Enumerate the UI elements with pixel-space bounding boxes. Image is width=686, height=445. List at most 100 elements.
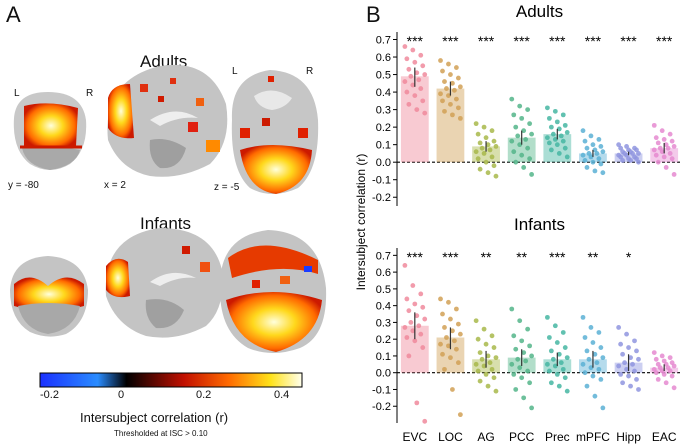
data-point — [450, 328, 455, 334]
data-point — [402, 44, 408, 49]
data-point — [634, 377, 639, 382]
data-point — [485, 142, 491, 148]
data-point — [661, 371, 667, 377]
axial-coordinate: z = -5 — [214, 182, 240, 193]
data-point — [562, 145, 568, 151]
data-point — [450, 80, 455, 86]
data-point — [453, 346, 459, 352]
data-point — [544, 314, 550, 320]
data-point — [450, 112, 455, 118]
data-point — [556, 126, 562, 132]
data-point — [523, 358, 529, 364]
data-point — [598, 144, 604, 149]
data-point — [483, 135, 489, 141]
data-point — [590, 159, 596, 165]
data-point — [653, 370, 659, 376]
data-point — [556, 151, 562, 156]
right-hemisphere-label-axial: R — [306, 66, 314, 77]
data-point — [416, 77, 422, 83]
data-point — [438, 296, 443, 302]
data-point — [548, 380, 554, 386]
data-point — [410, 283, 416, 288]
infant-coronal-slice — [10, 256, 88, 337]
data-point — [404, 335, 410, 340]
y-tick-label: 0.1 — [376, 351, 391, 363]
data-point — [663, 142, 669, 148]
data-point — [651, 122, 657, 128]
data-point — [550, 356, 556, 362]
data-point — [564, 154, 570, 160]
data-point — [485, 353, 491, 359]
data-point — [590, 142, 596, 148]
data-point — [483, 159, 489, 165]
chart-title-1: Infants — [514, 215, 565, 234]
data-point — [671, 172, 677, 177]
data-point — [560, 138, 566, 144]
data-point — [493, 144, 499, 149]
data-point — [406, 353, 412, 359]
data-point — [442, 108, 447, 114]
data-point — [442, 366, 447, 372]
data-point — [477, 378, 483, 384]
data-point — [525, 145, 531, 151]
data-point — [584, 383, 590, 389]
data-point — [622, 360, 627, 366]
data-point — [667, 355, 673, 361]
x-tick-label-loc: LOC — [438, 430, 463, 444]
data-point — [410, 328, 416, 334]
data-point — [651, 350, 657, 355]
data-point — [620, 380, 626, 386]
y-tick-label: 0.5 — [376, 284, 391, 296]
data-point — [562, 345, 568, 350]
data-point — [527, 156, 533, 162]
data-point — [406, 66, 412, 72]
x-tick-label-hipp: Hipp — [616, 430, 641, 444]
data-point — [618, 154, 624, 160]
data-point — [485, 383, 491, 389]
data-point — [669, 156, 675, 162]
data-point — [624, 144, 629, 149]
data-point — [446, 343, 451, 349]
data-point — [475, 156, 481, 162]
y-tick-label: 0.3 — [376, 317, 391, 329]
data-point — [477, 166, 483, 172]
data-point — [636, 151, 641, 156]
y-tick-label: 0.0 — [376, 368, 391, 380]
data-point — [521, 128, 527, 134]
data-point — [671, 385, 677, 391]
data-point — [414, 107, 420, 113]
data-point — [584, 348, 590, 354]
data-point — [588, 154, 594, 160]
data-point — [517, 142, 523, 148]
data-point — [659, 149, 665, 155]
data-point — [663, 380, 669, 386]
data-point — [667, 368, 673, 374]
adult-coronal-slice — [13, 92, 87, 170]
data-point — [552, 323, 558, 329]
colorbar-label: Intersubject correlation (r) — [80, 410, 229, 425]
data-point — [515, 133, 521, 139]
data-point — [636, 387, 641, 392]
data-point — [527, 343, 533, 349]
data-point — [592, 168, 598, 174]
data-point — [519, 338, 525, 344]
significance-marker: *** — [620, 33, 637, 49]
data-point — [529, 131, 535, 137]
data-point — [554, 119, 560, 125]
significance-marker: *** — [585, 33, 602, 49]
data-point — [479, 356, 485, 362]
data-point — [588, 133, 594, 139]
y-tick-label: 0.7 — [376, 35, 391, 47]
panel-a-letter: A — [6, 2, 21, 27]
data-point — [422, 110, 428, 116]
data-point — [556, 351, 562, 357]
data-point — [616, 325, 622, 330]
data-point — [671, 363, 677, 369]
data-point — [671, 144, 677, 149]
data-point — [438, 58, 443, 63]
x-tick-label-prec: Prec — [545, 430, 570, 444]
data-point — [669, 138, 675, 144]
y-tick-label: 0.2 — [376, 122, 391, 134]
data-point — [634, 147, 639, 153]
bar-evc — [400, 76, 429, 163]
